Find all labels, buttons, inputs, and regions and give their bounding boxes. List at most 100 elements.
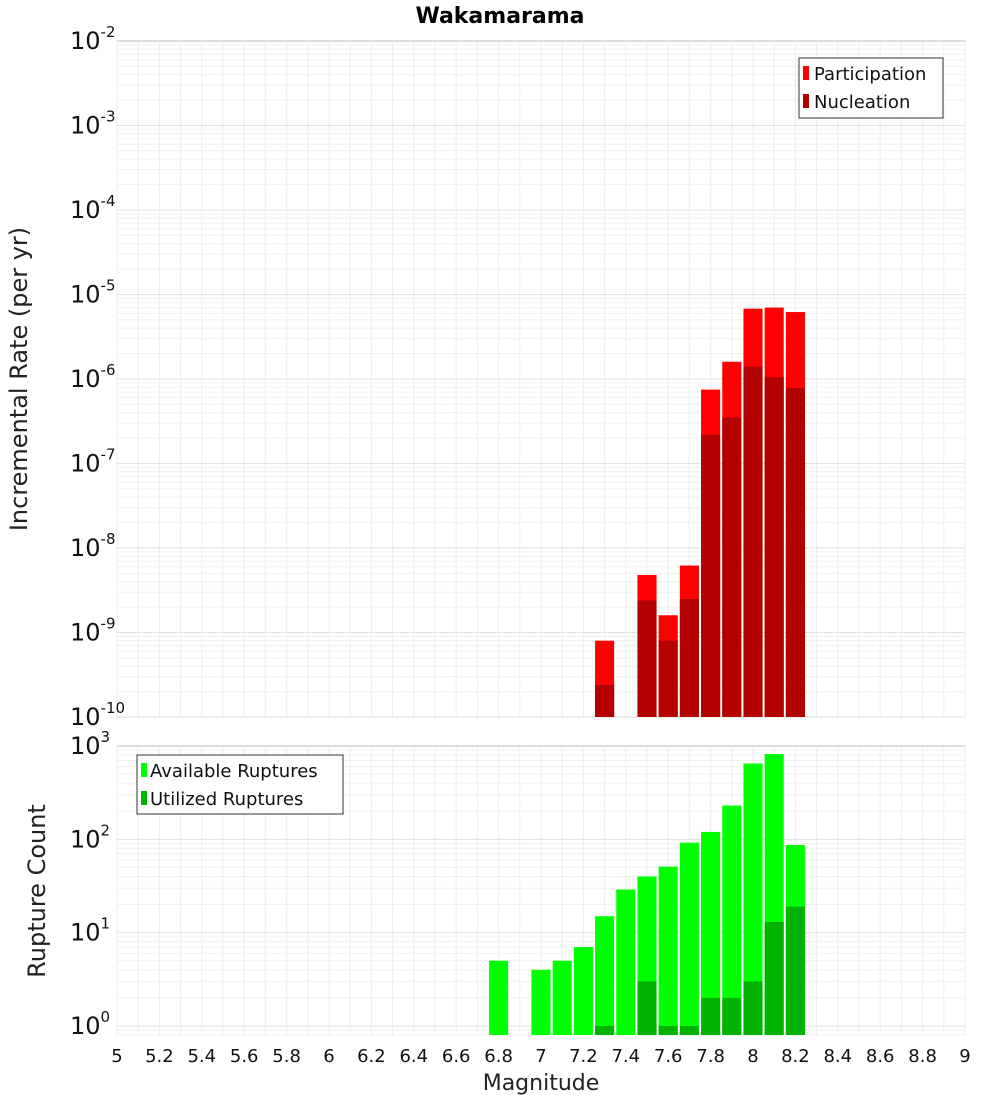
bar-available-ruptures bbox=[531, 969, 551, 1035]
top-gridlines bbox=[116, 41, 966, 718]
y-tick-base: 10 bbox=[70, 281, 101, 309]
y-tick-exponent: 3 bbox=[101, 728, 111, 746]
y-tick-exponent: -3 bbox=[101, 108, 116, 126]
bar-utilized-ruptures bbox=[637, 981, 657, 1035]
bar-nucleation bbox=[679, 598, 699, 717]
bar-available-ruptures bbox=[616, 889, 636, 1035]
bar-utilized-ruptures bbox=[785, 906, 805, 1035]
x-tick-label: 7.2 bbox=[569, 1046, 598, 1067]
y-tick-exponent: -10 bbox=[101, 699, 126, 717]
bar-utilized-ruptures bbox=[679, 1025, 699, 1035]
x-tick-label: 8.6 bbox=[866, 1046, 895, 1067]
top-legend-box bbox=[798, 57, 944, 119]
legend-swatch-participation bbox=[803, 66, 809, 80]
bar-nucleation bbox=[658, 640, 678, 717]
top-bars bbox=[595, 307, 805, 717]
x-tick-label: 6.2 bbox=[357, 1046, 386, 1067]
top-y-tick-label: 10-8 bbox=[70, 530, 116, 562]
bottom-y-tick-label: 102 bbox=[70, 821, 110, 853]
chart-title: Wakamarama bbox=[415, 4, 584, 29]
bottom-y-tick-label: 103 bbox=[70, 728, 110, 760]
legend-label-available: Available Ruptures bbox=[150, 761, 318, 782]
x-tick-label: 5.8 bbox=[272, 1046, 301, 1067]
x-tick-label: 6 bbox=[323, 1046, 334, 1067]
y-tick-exponent: -7 bbox=[101, 446, 116, 464]
bar-nucleation bbox=[637, 600, 657, 717]
y-tick-base: 10 bbox=[70, 732, 101, 760]
bar-utilized-ruptures bbox=[595, 1025, 615, 1035]
y-tick-exponent: 1 bbox=[101, 915, 111, 933]
bar-available-ruptures bbox=[595, 916, 615, 1035]
y-tick-exponent: -4 bbox=[101, 192, 116, 210]
x-tick-label: 8.8 bbox=[908, 1046, 937, 1067]
x-tick-label: 7.4 bbox=[611, 1046, 640, 1067]
bottom-y-tick-label: 101 bbox=[70, 915, 110, 947]
top-y-tick-label: 10-3 bbox=[70, 108, 116, 140]
bottom-legend: Available Ruptures Utilized Ruptures bbox=[136, 754, 344, 815]
bar-available-ruptures bbox=[722, 805, 742, 1035]
x-tick-label: 5 bbox=[111, 1046, 122, 1067]
x-tick-label: 7.6 bbox=[654, 1046, 683, 1067]
x-tick-label: 8.4 bbox=[823, 1046, 852, 1067]
y-tick-base: 10 bbox=[70, 450, 101, 478]
legend-label-nucleation: Nucleation bbox=[814, 92, 910, 113]
legend-swatch-utilized bbox=[141, 791, 147, 805]
y-tick-base: 10 bbox=[70, 619, 101, 647]
legend-swatch-available bbox=[141, 763, 147, 777]
y-tick-base: 10 bbox=[70, 919, 101, 947]
bar-nucleation bbox=[722, 417, 742, 717]
top-y-tick-label: 10-4 bbox=[70, 192, 116, 224]
top-y-ticks: 10-210-310-410-510-610-710-810-910-10 bbox=[70, 23, 125, 731]
x-tick-label: 8.2 bbox=[781, 1046, 810, 1067]
x-tick-label: 5.4 bbox=[187, 1046, 216, 1067]
legend-label-participation: Participation bbox=[814, 64, 926, 85]
y-tick-base: 10 bbox=[70, 534, 101, 562]
y-tick-exponent: -8 bbox=[101, 530, 116, 548]
x-tick-label: 5.6 bbox=[230, 1046, 259, 1067]
bar-utilized-ruptures bbox=[701, 997, 721, 1035]
bar-available-ruptures bbox=[743, 763, 763, 1035]
bar-available-ruptures bbox=[552, 960, 572, 1035]
top-y-tick-label: 10-9 bbox=[70, 615, 116, 647]
top-y-tick-label: 10-7 bbox=[70, 446, 116, 478]
x-tick-label: 6.4 bbox=[399, 1046, 428, 1067]
y-tick-base: 10 bbox=[70, 112, 101, 140]
y-tick-exponent: -6 bbox=[101, 361, 116, 379]
bottom-y-tick-label: 100 bbox=[70, 1008, 110, 1040]
x-tick-label: 7.8 bbox=[696, 1046, 725, 1067]
bar-utilized-ruptures bbox=[658, 1025, 678, 1035]
y-tick-base: 10 bbox=[70, 703, 101, 731]
y-tick-exponent: -9 bbox=[101, 615, 116, 633]
y-tick-base: 10 bbox=[70, 1012, 101, 1040]
top-y-tick-label: 10-2 bbox=[70, 23, 116, 55]
bar-available-ruptures bbox=[658, 866, 678, 1035]
y-tick-base: 10 bbox=[70, 365, 101, 393]
bar-nucleation bbox=[743, 366, 763, 717]
bar-nucleation bbox=[701, 434, 721, 717]
y-tick-exponent: -2 bbox=[101, 23, 116, 41]
x-tick-label: 7 bbox=[535, 1046, 546, 1067]
y-tick-base: 10 bbox=[70, 825, 101, 853]
bottom-bars bbox=[489, 754, 805, 1035]
x-tick-label: 6.8 bbox=[484, 1046, 513, 1067]
y-tick-base: 10 bbox=[70, 27, 101, 55]
bar-available-ruptures bbox=[573, 947, 593, 1035]
legend-label-utilized: Utilized Ruptures bbox=[150, 789, 303, 810]
y-tick-exponent: -5 bbox=[101, 277, 116, 295]
bar-utilized-ruptures bbox=[743, 981, 763, 1035]
top-legend: Participation Nucleation bbox=[798, 57, 944, 119]
y-tick-exponent: 0 bbox=[101, 1008, 111, 1026]
x-tick-label: 9 bbox=[959, 1046, 970, 1067]
bottom-legend-box bbox=[136, 754, 344, 815]
bar-nucleation bbox=[595, 684, 615, 717]
top-y-tick-label: 10-5 bbox=[70, 277, 116, 309]
bar-available-ruptures bbox=[701, 831, 721, 1035]
top-y-tick-label: 10-6 bbox=[70, 361, 116, 393]
top-panel: 10-210-310-410-510-610-710-810-910-10 In… bbox=[5, 23, 966, 731]
bar-nucleation bbox=[764, 377, 784, 717]
y-tick-exponent: 2 bbox=[101, 821, 111, 839]
legend-swatch-nucleation bbox=[803, 94, 809, 108]
bar-available-ruptures bbox=[489, 960, 509, 1035]
